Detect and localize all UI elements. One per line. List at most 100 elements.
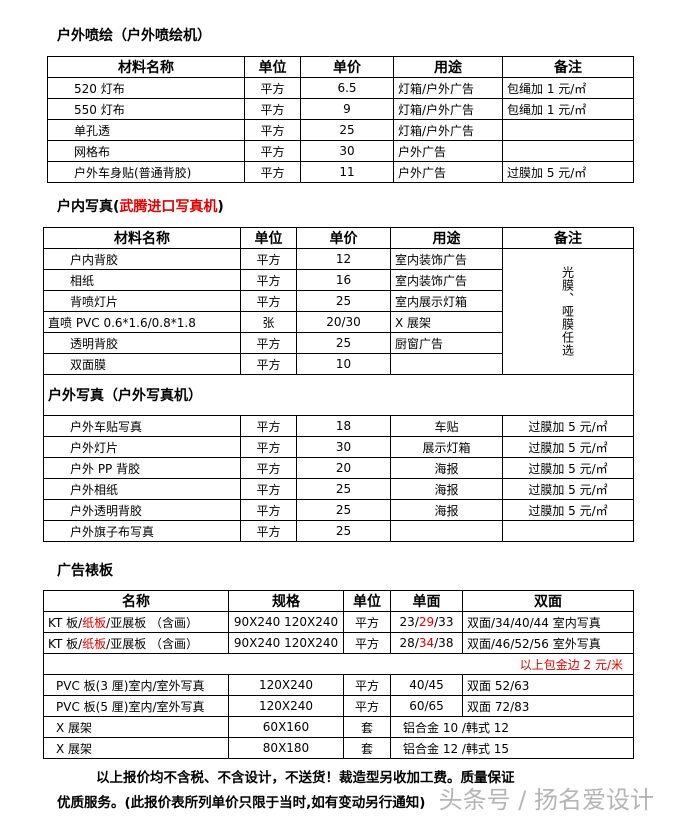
section-title-mounting: 广告裱板	[57, 563, 113, 579]
unit-cell: 套	[343, 716, 391, 738]
note-cell: 包绳加 1 元/㎡	[502, 77, 634, 99]
unit-cell: 平方	[343, 611, 391, 633]
table-header-row: 材料名称 单位 单价 用途 备注	[47, 56, 634, 78]
unit-cell: 平方	[240, 290, 297, 312]
table-row: X 展架 80X180 套铝合金 12 /韩式 15	[43, 737, 634, 759]
usage-cell: 灯箱/户外广告	[393, 119, 503, 141]
note-cell: 包绳加 1 元/㎡	[502, 98, 634, 120]
name-cell: KT 板/纸板/亚展板 （含画）	[43, 611, 229, 633]
material-name-cell: 户内背胶	[43, 248, 241, 270]
header-cell: 材料名称	[47, 56, 245, 78]
name-part: KT 板/	[48, 615, 83, 630]
unit-cell: 平方	[244, 140, 301, 162]
price-cell: 25	[296, 290, 391, 312]
single-side-cell: 40/45	[390, 674, 463, 696]
unit-cell: 平方	[240, 415, 297, 437]
material-name-cell: 直喷 PVC 0.6*1.6/0.8*1.8	[43, 311, 241, 333]
price-cell: 30	[296, 436, 391, 458]
unit-cell: 套	[343, 737, 391, 759]
single-side-cell: 23/29/33	[390, 611, 463, 633]
header-cell: 单价	[300, 56, 394, 78]
price-cell: 25	[296, 520, 391, 542]
section-row: 户外写真（户外写真机）	[43, 374, 634, 416]
price-cell: 25	[296, 332, 391, 354]
price-cell: 9	[300, 98, 394, 120]
name-cell: PVC 板(5 厘)室内/室外写真	[43, 695, 229, 717]
material-name-cell: 户外透明背胶	[43, 499, 241, 521]
material-name-cell: 户外车贴写真	[43, 415, 241, 437]
single-side-cell: 28/34/38	[390, 632, 463, 654]
spec-cell: 120X240	[228, 695, 344, 717]
table-row: 双面膜 平方 10	[43, 353, 634, 375]
usage-cell: 户外广告	[393, 140, 503, 162]
table-header-row: 材料名称 单位 单价 用途 备注	[43, 227, 634, 249]
price-cell: 11	[300, 161, 394, 183]
section-title-outdoor-spray: 户外喷绘（户外喷绘机）	[57, 28, 211, 44]
material-name-cell: 双面膜	[43, 353, 241, 375]
header-cell: 名称	[43, 590, 229, 612]
header-cell: 单位	[244, 56, 301, 78]
header-cell: 单位	[240, 227, 297, 249]
usage-cell: 室内装饰广告	[390, 248, 503, 270]
unit-cell: 平方	[343, 674, 391, 696]
note-cell: 过膜加 5 元/㎡	[502, 457, 634, 479]
price-cell: 20	[296, 457, 391, 479]
spec-cell: 90X240 120X240	[228, 632, 344, 654]
unit-cell: 平方	[240, 457, 297, 479]
note-cell: 过膜加 5 元/㎡	[502, 478, 634, 500]
price-cell: 20/30	[296, 311, 391, 333]
unit-cell: 平方	[244, 119, 301, 141]
price-part: /38	[434, 636, 454, 650]
name-cell: X 展架	[43, 737, 229, 759]
unit-cell: 平方	[240, 269, 297, 291]
name-cell: X 展架	[43, 716, 229, 738]
material-name-cell: 户外车身贴(普通背胶)	[47, 161, 245, 183]
material-name-cell: 户外相纸	[43, 478, 241, 500]
price-cell: 10	[296, 353, 391, 375]
material-name-cell: 背喷灯片	[43, 290, 241, 312]
table-row: 520 灯布 平方 6.5 灯箱/户外广告 包绳加 1 元/㎡	[47, 77, 634, 99]
header-cell: 单价	[296, 227, 391, 249]
price-cell: 25	[300, 119, 394, 141]
title-text: 户内写真(	[57, 199, 120, 215]
table-row: 户外灯片 平方 30 展示灯箱 过膜加 5 元/㎡	[43, 436, 634, 458]
name-part: /亚展板 （含画）	[106, 636, 199, 651]
material-name-cell: 户外 PP 背胶	[43, 457, 241, 479]
title-end: )	[217, 199, 224, 215]
price-cell: 30	[300, 140, 394, 162]
table-header-row: 名称 规格 单位 单面 双面	[43, 590, 634, 612]
usage-cell: 车贴	[390, 415, 503, 437]
unit-cell: 平方	[240, 499, 297, 521]
header-cell: 单位	[343, 590, 391, 612]
gold-edge-note: 以上包金边 2 元/米	[43, 653, 634, 675]
section-title-indoor-photo: 户内写真(武腾进口写真机)	[57, 196, 224, 216]
footer-line-1: 以上报价均不含税、不含设计，不送货！裁造型另收加工费。质量保证	[96, 770, 515, 786]
header-cell: 用途	[393, 56, 503, 78]
header-cell: 备注	[502, 56, 634, 78]
table-row: 单孔透 平方 25 灯箱/户外广告	[47, 119, 634, 141]
note-cell: 过膜加 5 元/㎡	[502, 415, 634, 437]
price-cell: 铝合金 12 /韩式 15	[390, 737, 634, 759]
spec-cell: 60X160	[228, 716, 344, 738]
usage-cell: 展示灯箱	[390, 436, 503, 458]
header-cell: 规格	[228, 590, 344, 612]
usage-cell: 灯箱/户外广告	[393, 77, 503, 99]
name-highlight: 纸板	[82, 636, 107, 651]
usage-cell: X 展架	[390, 311, 503, 333]
double-side-cell: 双面 72/83	[462, 695, 634, 717]
table-row: 户外车身贴(普通背胶) 平方 11 户外广告 过膜加 5 元/㎡	[47, 161, 634, 183]
table-row: 户外相纸 平方 25 海报 过膜加 5 元/㎡	[43, 478, 634, 500]
unit-cell: 平方	[240, 520, 297, 542]
price-part: /33	[434, 615, 454, 629]
note-cell: 过膜加 5 元/㎡	[502, 436, 634, 458]
table-row: 户内背胶 平方 12 室内装饰广告 光膜、哑膜任选	[43, 248, 634, 375]
spec-cell: 120X240	[228, 674, 344, 696]
header-cell: 双面	[462, 590, 634, 612]
table-row: PVC 板(5 厘)室内/室外写真 120X240 平方 60/65 双面 72/83	[43, 695, 634, 717]
unit-cell: 平方	[244, 77, 301, 99]
header-cell: 备注	[502, 227, 634, 249]
price-cell: 18	[296, 415, 391, 437]
table-row: 以上包金边 2 元/米	[43, 653, 634, 675]
material-name-cell: 相纸	[43, 269, 241, 291]
table-row: 户外透明背胶 平方 25 海报 过膜加 5 元/㎡	[43, 499, 634, 521]
